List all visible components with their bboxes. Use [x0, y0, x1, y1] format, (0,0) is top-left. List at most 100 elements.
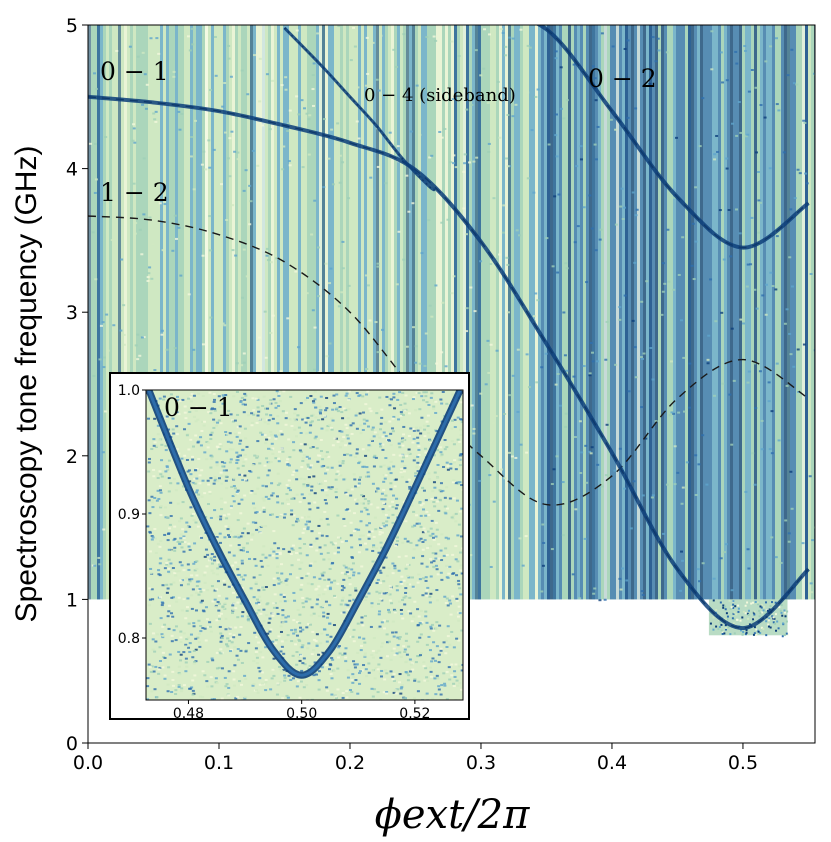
inset-speck — [423, 435, 427, 438]
inset-speck — [455, 637, 459, 640]
heatmap-speck — [178, 128, 182, 131]
inset-speck — [421, 486, 425, 489]
inset-speck — [386, 593, 390, 596]
heatmap-speck — [112, 324, 116, 327]
inset-speck — [313, 661, 317, 664]
inset-speck — [450, 630, 454, 633]
inset-speck — [388, 420, 392, 423]
inset-speck — [148, 550, 152, 553]
heatmap-speck — [592, 592, 596, 595]
inset-speck — [326, 616, 330, 619]
inset-speck — [306, 526, 310, 529]
heatmap-column — [193, 25, 196, 600]
inset-speck — [404, 671, 408, 674]
heatmap-stripe — [802, 25, 805, 600]
inset-speck — [147, 461, 151, 464]
inset-speck — [367, 662, 371, 665]
inset-speck — [268, 554, 272, 557]
inset-speck — [148, 512, 152, 515]
inset-speck — [146, 417, 150, 420]
inset-speck — [156, 542, 160, 545]
inset-speck — [233, 664, 237, 667]
inset-speck — [217, 594, 221, 597]
inset-speck — [237, 547, 241, 550]
heatmap-speck — [719, 557, 723, 560]
inset-speck — [325, 407, 329, 410]
inset-speck — [275, 557, 279, 560]
inset-speck — [307, 482, 311, 485]
inset-speck — [241, 611, 245, 614]
heatmap-speck — [584, 444, 588, 447]
heatmap-speck — [474, 49, 478, 52]
inset-speck — [300, 646, 304, 649]
inset-speck — [242, 461, 246, 464]
inset-speck — [165, 467, 169, 470]
inset-speck — [405, 480, 409, 483]
heatmap-speck — [735, 62, 739, 65]
inset-speck — [157, 672, 161, 675]
inset-speck — [209, 630, 213, 633]
inset-speck — [161, 625, 165, 628]
heatmap-speck — [375, 78, 379, 81]
inset-speck — [379, 445, 383, 448]
inset-speck — [341, 462, 345, 465]
zoom-speck — [781, 635, 784, 638]
heatmap-speck — [751, 452, 755, 455]
inset-speck — [196, 441, 200, 444]
inset-speck — [381, 435, 385, 438]
inset-speck — [177, 452, 181, 455]
inset-speck — [387, 438, 391, 441]
inset-speck — [192, 662, 196, 665]
inset-speck — [320, 572, 324, 575]
heatmap-speck — [148, 266, 152, 269]
inset-speck — [410, 620, 414, 623]
inset-speck — [344, 573, 348, 576]
heatmap-column — [550, 25, 553, 600]
inset-speck — [399, 585, 403, 588]
inset-speck — [180, 687, 184, 690]
inset-speck — [362, 465, 366, 468]
inset-speck — [387, 508, 391, 511]
heatmap-speck — [242, 248, 246, 251]
heatmap-column — [601, 25, 604, 600]
inset-speck — [279, 600, 283, 603]
inset-speck — [422, 399, 426, 402]
heatmap-column — [640, 25, 643, 600]
inset-speck — [260, 565, 264, 568]
inset-speck — [257, 603, 261, 606]
inset-speck — [391, 631, 395, 634]
heatmap-speck — [313, 326, 317, 329]
inset-speck — [408, 596, 412, 599]
inset-speck — [213, 598, 217, 601]
heatmap-speck — [396, 145, 400, 148]
inset-speck — [211, 600, 215, 603]
inset-speck — [459, 428, 463, 431]
inset-speck — [361, 428, 365, 431]
inset-speck — [154, 445, 158, 448]
inset-speck — [262, 499, 266, 502]
inset-speck — [344, 423, 348, 426]
inset-speck — [437, 661, 441, 664]
inset-speck — [192, 625, 196, 628]
heatmap-column — [424, 25, 427, 600]
inset-speck — [430, 519, 434, 522]
inset-speck — [313, 398, 317, 401]
zoom-speck — [757, 630, 760, 633]
heatmap-speck — [102, 366, 106, 369]
heatmap-speck — [534, 95, 538, 98]
inset-speck — [276, 565, 280, 568]
inset-speck — [399, 403, 403, 406]
inset-speck — [432, 501, 436, 504]
heatmap-speck — [366, 72, 370, 75]
zoom-speck — [733, 618, 736, 621]
inset-speck — [210, 455, 214, 458]
inset-speck — [318, 546, 322, 549]
heatmap-speck — [640, 590, 644, 593]
heatmap-speck — [768, 448, 772, 451]
heatmap-speck — [525, 159, 529, 162]
heatmap-speck — [395, 65, 399, 68]
inset-speck — [386, 465, 390, 468]
inset-speck — [278, 553, 282, 556]
inset-speck — [187, 545, 191, 548]
inset-speck — [305, 432, 309, 435]
